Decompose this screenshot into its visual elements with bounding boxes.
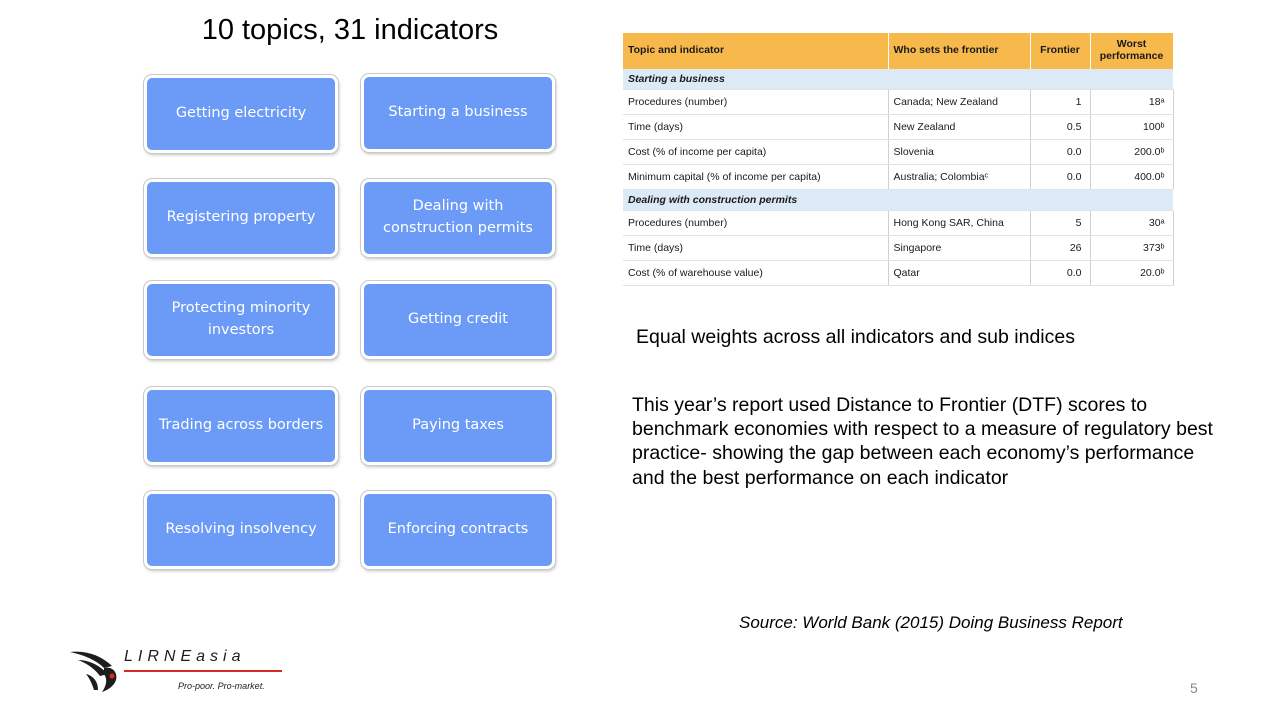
table-row: Cost (% of warehouse value) Qatar 0.0 20… bbox=[623, 260, 1174, 286]
lirneasia-bird-icon bbox=[70, 651, 117, 692]
table-row: Time (days) New Zealand 0.5 100ᵇ bbox=[623, 114, 1174, 140]
table-cell: 0.0 bbox=[1030, 260, 1091, 286]
table-cell: 100ᵇ bbox=[1090, 114, 1174, 140]
topic-dealing-with-construction-permits: Dealing with construction permits bbox=[361, 179, 555, 257]
table-cell: 0.0 bbox=[1030, 164, 1091, 190]
table-section-row: Dealing with construction permits bbox=[623, 189, 1173, 211]
table-header-cell: Topic and indicator bbox=[623, 33, 889, 69]
table-cell: Procedures (number) bbox=[623, 89, 889, 115]
table-row: Time (days) Singapore 26 373ᵇ bbox=[623, 235, 1174, 261]
table-cell: Time (days) bbox=[623, 235, 889, 261]
table-header-cell: Who sets the frontier bbox=[888, 33, 1031, 69]
topic-resolving-insolvency: Resolving insolvency bbox=[144, 491, 338, 569]
source-citation: Source: World Bank (2015) Doing Business… bbox=[739, 613, 1123, 632]
table-cell: 373ᵇ bbox=[1090, 235, 1174, 261]
table-cell: 5 bbox=[1030, 210, 1091, 236]
topic-registering-property: Registering property bbox=[144, 179, 338, 257]
table-cell: 30ᵃ bbox=[1090, 210, 1174, 236]
table-cell: 0.5 bbox=[1030, 114, 1091, 140]
topic-protecting-minority-investors: Protecting minority investors bbox=[144, 281, 338, 359]
table-cell: Singapore bbox=[888, 235, 1031, 261]
table-cell: Slovenia bbox=[888, 139, 1031, 165]
logo-wordmark: LIRNEasia bbox=[124, 648, 246, 665]
table-row: Cost (% of income per capita) Slovenia 0… bbox=[623, 139, 1174, 165]
page-number: 5 bbox=[1190, 680, 1198, 696]
logo-divider bbox=[124, 670, 282, 672]
table-row: Procedures (number) Canada; New Zealand … bbox=[623, 89, 1174, 115]
table-header-cell: Frontier bbox=[1030, 33, 1091, 69]
table-cell: 26 bbox=[1030, 235, 1091, 261]
frontier-table: Topic and indicator Who sets the frontie… bbox=[623, 33, 1174, 286]
table-cell: 0.0 bbox=[1030, 139, 1091, 165]
table-cell: 200.0ᵇ bbox=[1090, 139, 1174, 165]
table-cell: 20.0ᵇ bbox=[1090, 260, 1174, 286]
table-cell: 1 bbox=[1030, 89, 1091, 115]
topic-getting-credit: Getting credit bbox=[361, 281, 555, 359]
topic-getting-electricity: Getting electricity bbox=[144, 75, 338, 153]
table-cell: Cost (% of warehouse value) bbox=[623, 260, 889, 286]
table-header-row: Topic and indicator Who sets the frontie… bbox=[623, 33, 1174, 69]
frontier-table-image: Topic and indicator Who sets the frontie… bbox=[623, 33, 1174, 295]
table-cell: Time (days) bbox=[623, 114, 889, 140]
table-section-label: Starting a business bbox=[623, 69, 1173, 90]
table-cell: 400.0ᵇ bbox=[1090, 164, 1174, 190]
table-cell: Hong Kong SAR, China bbox=[888, 210, 1031, 236]
topic-trading-across-borders: Trading across borders bbox=[144, 387, 338, 465]
table-section-row: Starting a business bbox=[623, 69, 1173, 90]
logo-tagline: Pro-poor. Pro-market. bbox=[178, 681, 265, 691]
table-row: Minimum capital (% of income per capita)… bbox=[623, 164, 1174, 190]
table-header-cell: Worst performance bbox=[1090, 33, 1174, 69]
topic-enforcing-contracts: Enforcing contracts bbox=[361, 491, 555, 569]
table-cell: Minimum capital (% of income per capita) bbox=[623, 164, 889, 190]
topic-paying-taxes: Paying taxes bbox=[361, 387, 555, 465]
slide-title: 10 topics, 31 indicators bbox=[201, 14, 499, 46]
table-cell: Cost (% of income per capita) bbox=[623, 139, 889, 165]
table-cell: Canada; New Zealand bbox=[888, 89, 1031, 115]
table-cell: 18ᵃ bbox=[1090, 89, 1174, 115]
table-section-label: Dealing with construction permits bbox=[623, 189, 1173, 211]
table-cell: Procedures (number) bbox=[623, 210, 889, 236]
weights-note: Equal weights across all indicators and … bbox=[636, 326, 1075, 348]
table-cell: New Zealand bbox=[888, 114, 1031, 140]
dtf-description: This year’s report used Distance to Fron… bbox=[632, 394, 1213, 489]
topic-starting-a-business: Starting a business bbox=[361, 74, 555, 152]
table-cell: Australia; Colombiaᶜ bbox=[888, 164, 1031, 190]
table-row: Procedures (number) Hong Kong SAR, China… bbox=[623, 210, 1174, 236]
table-cell: Qatar bbox=[888, 260, 1031, 286]
